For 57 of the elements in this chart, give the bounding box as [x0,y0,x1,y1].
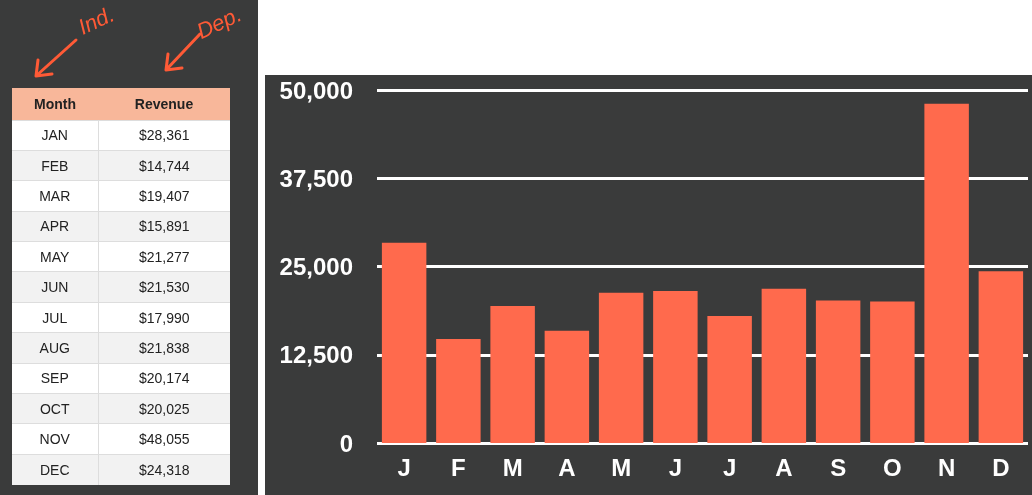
text: Dep. [192,1,246,45]
y-tick-label: 50,000 [279,76,353,104]
bar [870,301,915,443]
x-tick-label: S [830,453,847,481]
category-label: FEB [12,150,98,181]
x-tick-label: A [558,453,576,481]
text: $14,744 [138,157,190,174]
bar [761,288,807,443]
x-tick-label: A [775,453,793,481]
category-label: DEC [12,454,98,485]
y-tick-label: 37,500 [279,164,353,192]
text: Revenue [133,94,195,114]
x-tick-label: M [611,453,632,481]
text: $20,174 [138,370,190,387]
category-label: AUG [12,332,98,364]
bar [598,292,644,443]
x-tick-label: F [451,453,466,481]
bar [978,271,1024,443]
category-label: MAR [12,180,98,212]
category-label: SEP [12,363,98,394]
category-label: OCT [12,393,98,424]
x-tick-label: D [992,453,1010,481]
bar [490,305,535,443]
y-tick-label: 0 [339,429,353,457]
text: $28,361 [138,127,190,144]
x-tick-label: M [502,453,523,481]
bar [707,315,752,443]
text: $21,838 [138,339,190,356]
category-label: JAN [12,120,98,151]
text: $15,891 [138,218,190,235]
text: Month [33,94,77,114]
y-tick-label: 12,500 [279,341,353,369]
text: $48,055 [138,431,190,448]
x-tick-label: J [668,453,683,481]
text: $20,025 [138,400,190,417]
text: $21,277 [138,248,190,265]
text: Ind. [74,1,119,41]
bar [544,330,590,443]
text: $21,530 [138,279,190,296]
bar [815,300,861,443]
category-label: JUL [12,302,98,333]
x-tick-label: J [397,453,411,481]
category-label: NOV [12,423,98,455]
bar [924,103,969,443]
text: $19,407 [138,187,190,204]
x-tick-label: O [883,453,902,481]
category-label: MAY [12,241,98,272]
bar [653,291,698,443]
category-label: JUN [12,271,98,303]
x-tick-label: N [937,453,956,481]
x-tick-label: J [722,453,737,481]
bar [436,338,481,443]
y-tick-label: 25,000 [279,253,353,280]
category-label: APR [12,211,98,242]
text: $24,318 [138,461,190,478]
bar [381,242,427,443]
text: $17,990 [138,309,190,326]
